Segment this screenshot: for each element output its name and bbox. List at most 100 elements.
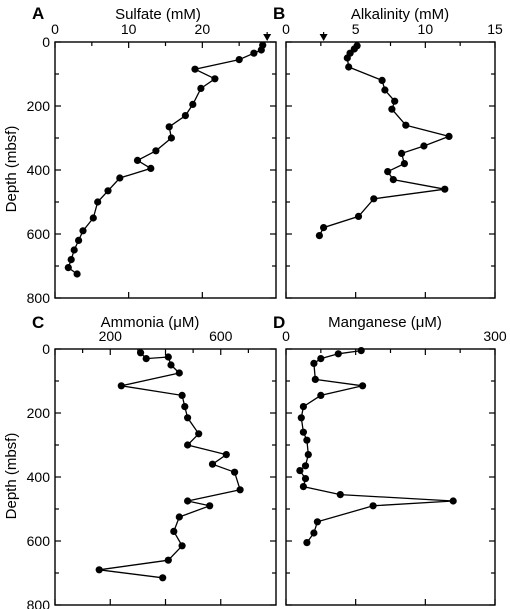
panel-b-data-point <box>420 142 428 150</box>
panel-letter-d: D <box>273 313 285 332</box>
panel-a-data-point <box>211 75 219 83</box>
panel-a-data-point <box>250 49 258 57</box>
panel-c-data-point <box>181 403 189 411</box>
panel-d-data-point <box>317 355 325 363</box>
panel-a-arrow-marker-head <box>263 34 272 41</box>
panel-letter-a: A <box>32 4 44 23</box>
panel-c-data-point <box>175 369 183 377</box>
panel-c-data-point <box>184 441 192 449</box>
panel-a-data-point <box>79 227 87 235</box>
panel-letter-b: B <box>273 4 285 23</box>
panel-a-y-tick-label: 600 <box>27 226 51 242</box>
panel-letter-c: C <box>32 313 44 332</box>
panel-d-data-point <box>359 382 367 390</box>
panel-c-y-tick-label: 600 <box>27 533 51 549</box>
panel-d-data-point <box>357 347 365 355</box>
panel-a-data-point <box>116 174 124 182</box>
panel-d-x-tick-label: 0 <box>282 328 290 344</box>
panel-a-data-point <box>94 198 102 206</box>
panel-c-data-point <box>137 349 145 357</box>
panel-b-data-point <box>398 149 406 157</box>
panel-c-data-point <box>208 460 217 468</box>
panel-c-data-point <box>164 556 172 564</box>
panel-a-data-point <box>64 264 72 272</box>
panel-a-data-point <box>235 56 243 64</box>
panel-c-title: Ammonia (μM) <box>101 314 200 331</box>
panel-c-data-point <box>178 542 186 550</box>
panel-d-data-point <box>296 467 304 475</box>
y-axis-label-bottom: Depth (mbsf) <box>3 433 20 520</box>
panel-c-data-point <box>178 391 186 399</box>
panel-d-data-point <box>297 414 305 422</box>
panel-a-y-tick-label: 400 <box>27 162 51 178</box>
panel-c-plot: 200 600 0 200 400 600 800 <box>27 328 277 609</box>
panel-a-data-point <box>70 246 78 254</box>
panel-a-data-point <box>197 84 205 92</box>
panel-d-data-point <box>299 403 307 411</box>
panel-c-data-point <box>164 353 172 361</box>
panel-a-data-point <box>191 65 199 73</box>
panel-b-x-tick-label: 15 <box>487 21 503 37</box>
panel-a-data-point <box>257 46 265 54</box>
panel-a-data-point <box>67 256 75 264</box>
panel-c-data-point <box>95 566 103 574</box>
panel-a-data-point <box>181 112 189 120</box>
panel-b-data-point <box>343 54 351 62</box>
panel-d-plot: 0 300 <box>282 328 507 606</box>
panel-b-data-point <box>400 160 408 168</box>
panel-b-data-point <box>354 212 363 220</box>
panel-b-data-point <box>345 63 353 71</box>
panel-b-x-tick-label: 5 <box>352 21 360 37</box>
panel-a-data-point <box>104 187 112 195</box>
panel-b-data-point <box>320 224 328 232</box>
panel-d-data-point <box>311 375 319 383</box>
panel-c-data-point <box>195 430 203 438</box>
panel-c-data-point <box>175 513 183 521</box>
panel-c-data-point <box>231 468 239 476</box>
panel-b-data-point <box>389 176 397 184</box>
panel-c-y-tick-label: 800 <box>27 597 51 609</box>
panel-d-data-point <box>369 502 377 510</box>
panel-c-y-tick-label: 200 <box>27 405 51 421</box>
panel-b-data-point <box>384 168 392 176</box>
panel-a-data-point <box>133 156 142 164</box>
panel-c-data-point <box>167 361 175 369</box>
panel-c-data-point <box>170 527 178 536</box>
panel-b-arrow-marker-head <box>319 34 328 41</box>
panel-d-data-point <box>299 483 307 491</box>
panel-a-frame <box>54 41 277 299</box>
panel-a-data-point <box>152 147 160 155</box>
y-axis-label-top: Depth (mbsf) <box>3 126 20 213</box>
panel-c-frame <box>54 348 277 606</box>
panel-a-series-line <box>67 45 264 275</box>
panel-a-y-tick-label: 800 <box>27 290 51 306</box>
panel-b-data-point <box>315 232 323 240</box>
panel-a-data-point <box>147 164 155 172</box>
panel-d-frame <box>285 348 496 606</box>
panel-b-series-line <box>318 45 452 236</box>
panel-d-data-point <box>301 462 310 470</box>
panel-a-x-tick-label: 10 <box>121 21 137 37</box>
panel-a-data-point <box>167 134 175 142</box>
panel-d-data-point <box>313 518 321 526</box>
panel-c-y-tick-label: 0 <box>42 341 50 357</box>
panel-a-data-point <box>165 123 173 131</box>
panel-b-x-tick-label: 10 <box>418 21 434 37</box>
panel-d-title: Manganese (μM) <box>328 314 442 331</box>
panel-c-y-tick-label: 400 <box>27 469 51 485</box>
panel-b-data-point <box>391 97 399 105</box>
panel-b-data-point <box>441 185 449 193</box>
panel-d-data-point <box>304 451 312 459</box>
panel-d-x-tick-label: 300 <box>483 328 507 344</box>
panel-c-x-tick-label: 600 <box>209 328 233 344</box>
panel-d-data-point <box>303 539 311 547</box>
panel-c-data-point <box>159 574 167 582</box>
panel-b-data-point <box>378 76 386 84</box>
panel-d-data-point <box>310 529 318 537</box>
panel-b-data-point <box>445 132 453 140</box>
panel-b-data-point <box>381 86 389 94</box>
panel-b-data-point <box>402 121 410 129</box>
panel-d-data-point <box>299 428 307 436</box>
